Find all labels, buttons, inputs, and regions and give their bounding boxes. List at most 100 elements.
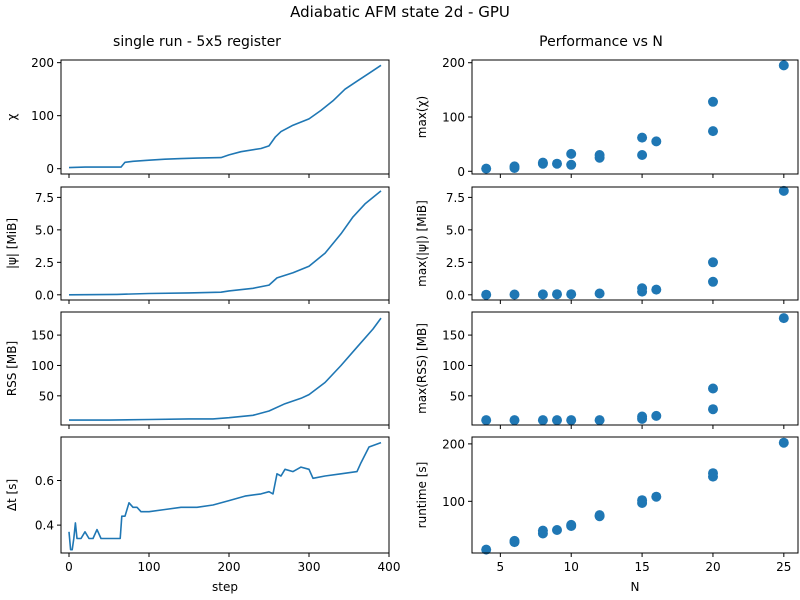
axes-frame (471, 311, 799, 426)
y-axis-label: max(RSS) [MB] (415, 323, 429, 414)
data-point (778, 60, 789, 71)
data-point (481, 415, 492, 426)
data-point (566, 289, 577, 300)
data-point (566, 148, 577, 159)
y-tick-label: 0.0 (35, 288, 54, 302)
data-point (637, 495, 648, 506)
x-tick-label: 20 (705, 560, 720, 574)
data-point (481, 544, 492, 555)
y-tick-label: 150 (442, 329, 465, 343)
x-tick-label: 25 (776, 560, 791, 574)
y-tick-label: 50 (450, 389, 465, 403)
data-point (708, 257, 718, 268)
data-point (481, 163, 492, 174)
data-point (637, 411, 648, 422)
x-tick-label: 5 (497, 560, 505, 574)
data-point (537, 289, 548, 300)
data-point (708, 404, 718, 415)
y-tick-label: 0 (457, 165, 465, 179)
data-point (509, 161, 520, 172)
y-tick-label: 7.5 (446, 191, 465, 205)
x-tick-label: 400 (378, 560, 401, 574)
y-tick-label: 150 (31, 329, 54, 343)
data-point (537, 157, 548, 168)
y-tick-label: 0.6 (35, 474, 54, 488)
x-tick-label: 200 (218, 560, 241, 574)
data-point (552, 415, 562, 426)
y-axis-label: χ (5, 113, 19, 120)
y-tick-label: 7.5 (35, 191, 54, 205)
data-point (651, 284, 662, 295)
data-point (481, 289, 492, 300)
y-axis-label: max(|ψ|) [MiB] (415, 200, 429, 287)
data-point (509, 415, 520, 426)
series-line (68, 64, 382, 169)
data-point (537, 415, 548, 426)
x-axis-label: step (212, 580, 238, 594)
y-axis-label: runtime [s] (415, 462, 429, 529)
series-line (68, 441, 382, 551)
data-point (566, 519, 577, 530)
data-point (594, 288, 605, 299)
data-point (778, 185, 789, 196)
y-tick-label: 100 (442, 495, 465, 509)
left-column-title: single run - 5x5 register (113, 34, 281, 50)
data-point (509, 535, 520, 546)
data-point (778, 437, 789, 448)
panel-max-psi-vs-N: 0.0 2.5 5.0 7.5 max(|ψ|) [MiB] (415, 185, 799, 304)
data-point (708, 383, 718, 394)
y-tick-label: 0.0 (446, 288, 465, 302)
panel-max-rss-vs-N: 50 100 150 max(RSS) [MB] (415, 311, 799, 429)
data-point (651, 136, 662, 147)
data-point (651, 491, 662, 502)
axes-frame (60, 436, 390, 554)
data-point (637, 283, 648, 294)
y-tick-label: 0.4 (35, 519, 54, 533)
x-tick-label: 0 (65, 560, 73, 574)
figure-title: Adiabatic AFM state 2d - GPU (290, 3, 510, 21)
x-tick-label: 15 (634, 560, 649, 574)
panel-rss-vs-step: 50 100 150 RSS [MB] (5, 311, 390, 429)
panel-runtime-vs-N: 100 200 5 10 15 20 25 runtime [s] N (415, 436, 799, 594)
x-tick-label: 10 (564, 560, 579, 574)
y-tick-label: 0 (46, 162, 54, 176)
data-point (708, 468, 718, 479)
data-point (566, 415, 577, 426)
y-tick-label: 5.0 (446, 223, 465, 237)
y-axis-label: Δt [s] (5, 479, 19, 511)
axes-frame (60, 186, 390, 301)
x-tick-label: 300 (298, 560, 321, 574)
data-point (778, 313, 789, 324)
data-point (708, 96, 718, 107)
data-point (509, 289, 520, 300)
y-axis-label: |ψ| [MiB] (5, 218, 19, 269)
series-line (68, 190, 382, 296)
panel-dt-vs-step: 0.4 0.6 0 100 200 300 400 Δt [s] step (5, 436, 401, 594)
y-axis-label: max(χ) (415, 96, 429, 138)
data-point (637, 132, 648, 143)
y-axis-label: RSS [MB] (5, 341, 19, 396)
panel-chi-vs-step: 0 100 200 χ (5, 56, 390, 178)
y-tick-label: 100 (442, 111, 465, 125)
y-tick-label: 100 (31, 359, 54, 373)
y-tick-label: 200 (31, 56, 54, 70)
data-point (594, 510, 605, 521)
panel-max-chi-vs-N: 0 100 200 max(χ) (415, 56, 799, 179)
data-point (708, 126, 718, 137)
axes-frame (471, 436, 799, 554)
data-point (566, 159, 577, 170)
data-point (651, 410, 662, 421)
y-tick-label: 200 (442, 437, 465, 451)
data-point (537, 525, 548, 536)
x-tick-label: 100 (138, 560, 161, 574)
y-tick-label: 50 (39, 389, 54, 403)
y-tick-label: 200 (442, 56, 465, 70)
axes-frame (60, 311, 390, 426)
y-tick-label: 5.0 (35, 223, 54, 237)
y-tick-label: 100 (442, 359, 465, 373)
axes-frame (471, 186, 799, 301)
x-axis-label: N (631, 580, 640, 594)
data-point (552, 525, 562, 535)
